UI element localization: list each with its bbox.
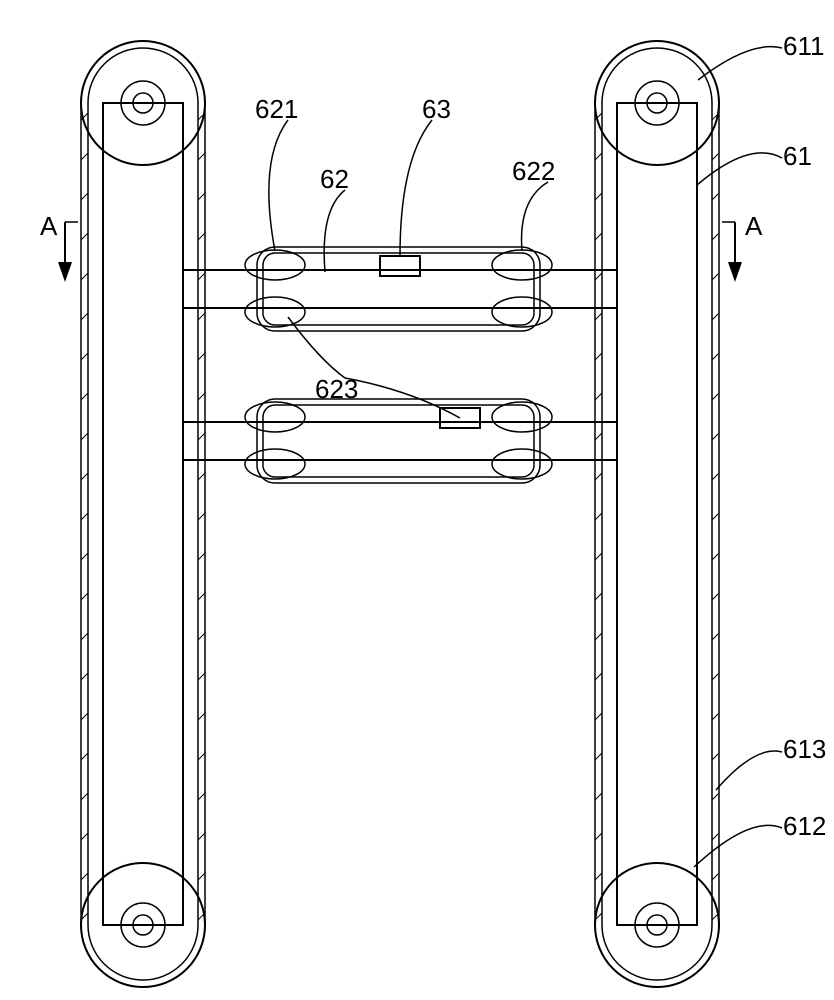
section-mark-right: A — [722, 211, 763, 282]
label-622: 622 — [512, 156, 555, 186]
section-label-a-left: A — [40, 211, 58, 241]
label-613: 613 — [783, 734, 826, 764]
label-62: 62 — [320, 164, 349, 194]
left-belt-hatch — [81, 113, 205, 920]
label-611: 611 — [783, 31, 824, 61]
label-61: 61 — [783, 141, 812, 171]
cross-top — [183, 247, 617, 331]
label-621: 621 — [255, 94, 298, 124]
section-mark-left: A — [40, 211, 78, 282]
left-assembly — [81, 41, 205, 987]
label-63: 63 — [422, 94, 451, 124]
right-belt-hatch — [595, 113, 719, 920]
cross-bot — [183, 399, 617, 483]
diagram-canvas: A A 611 61 613 612 621 63 62 622 6 — [0, 0, 834, 1000]
label-623: 623 — [315, 374, 358, 404]
section-label-a-right: A — [745, 211, 763, 241]
label-612: 612 — [783, 811, 826, 841]
